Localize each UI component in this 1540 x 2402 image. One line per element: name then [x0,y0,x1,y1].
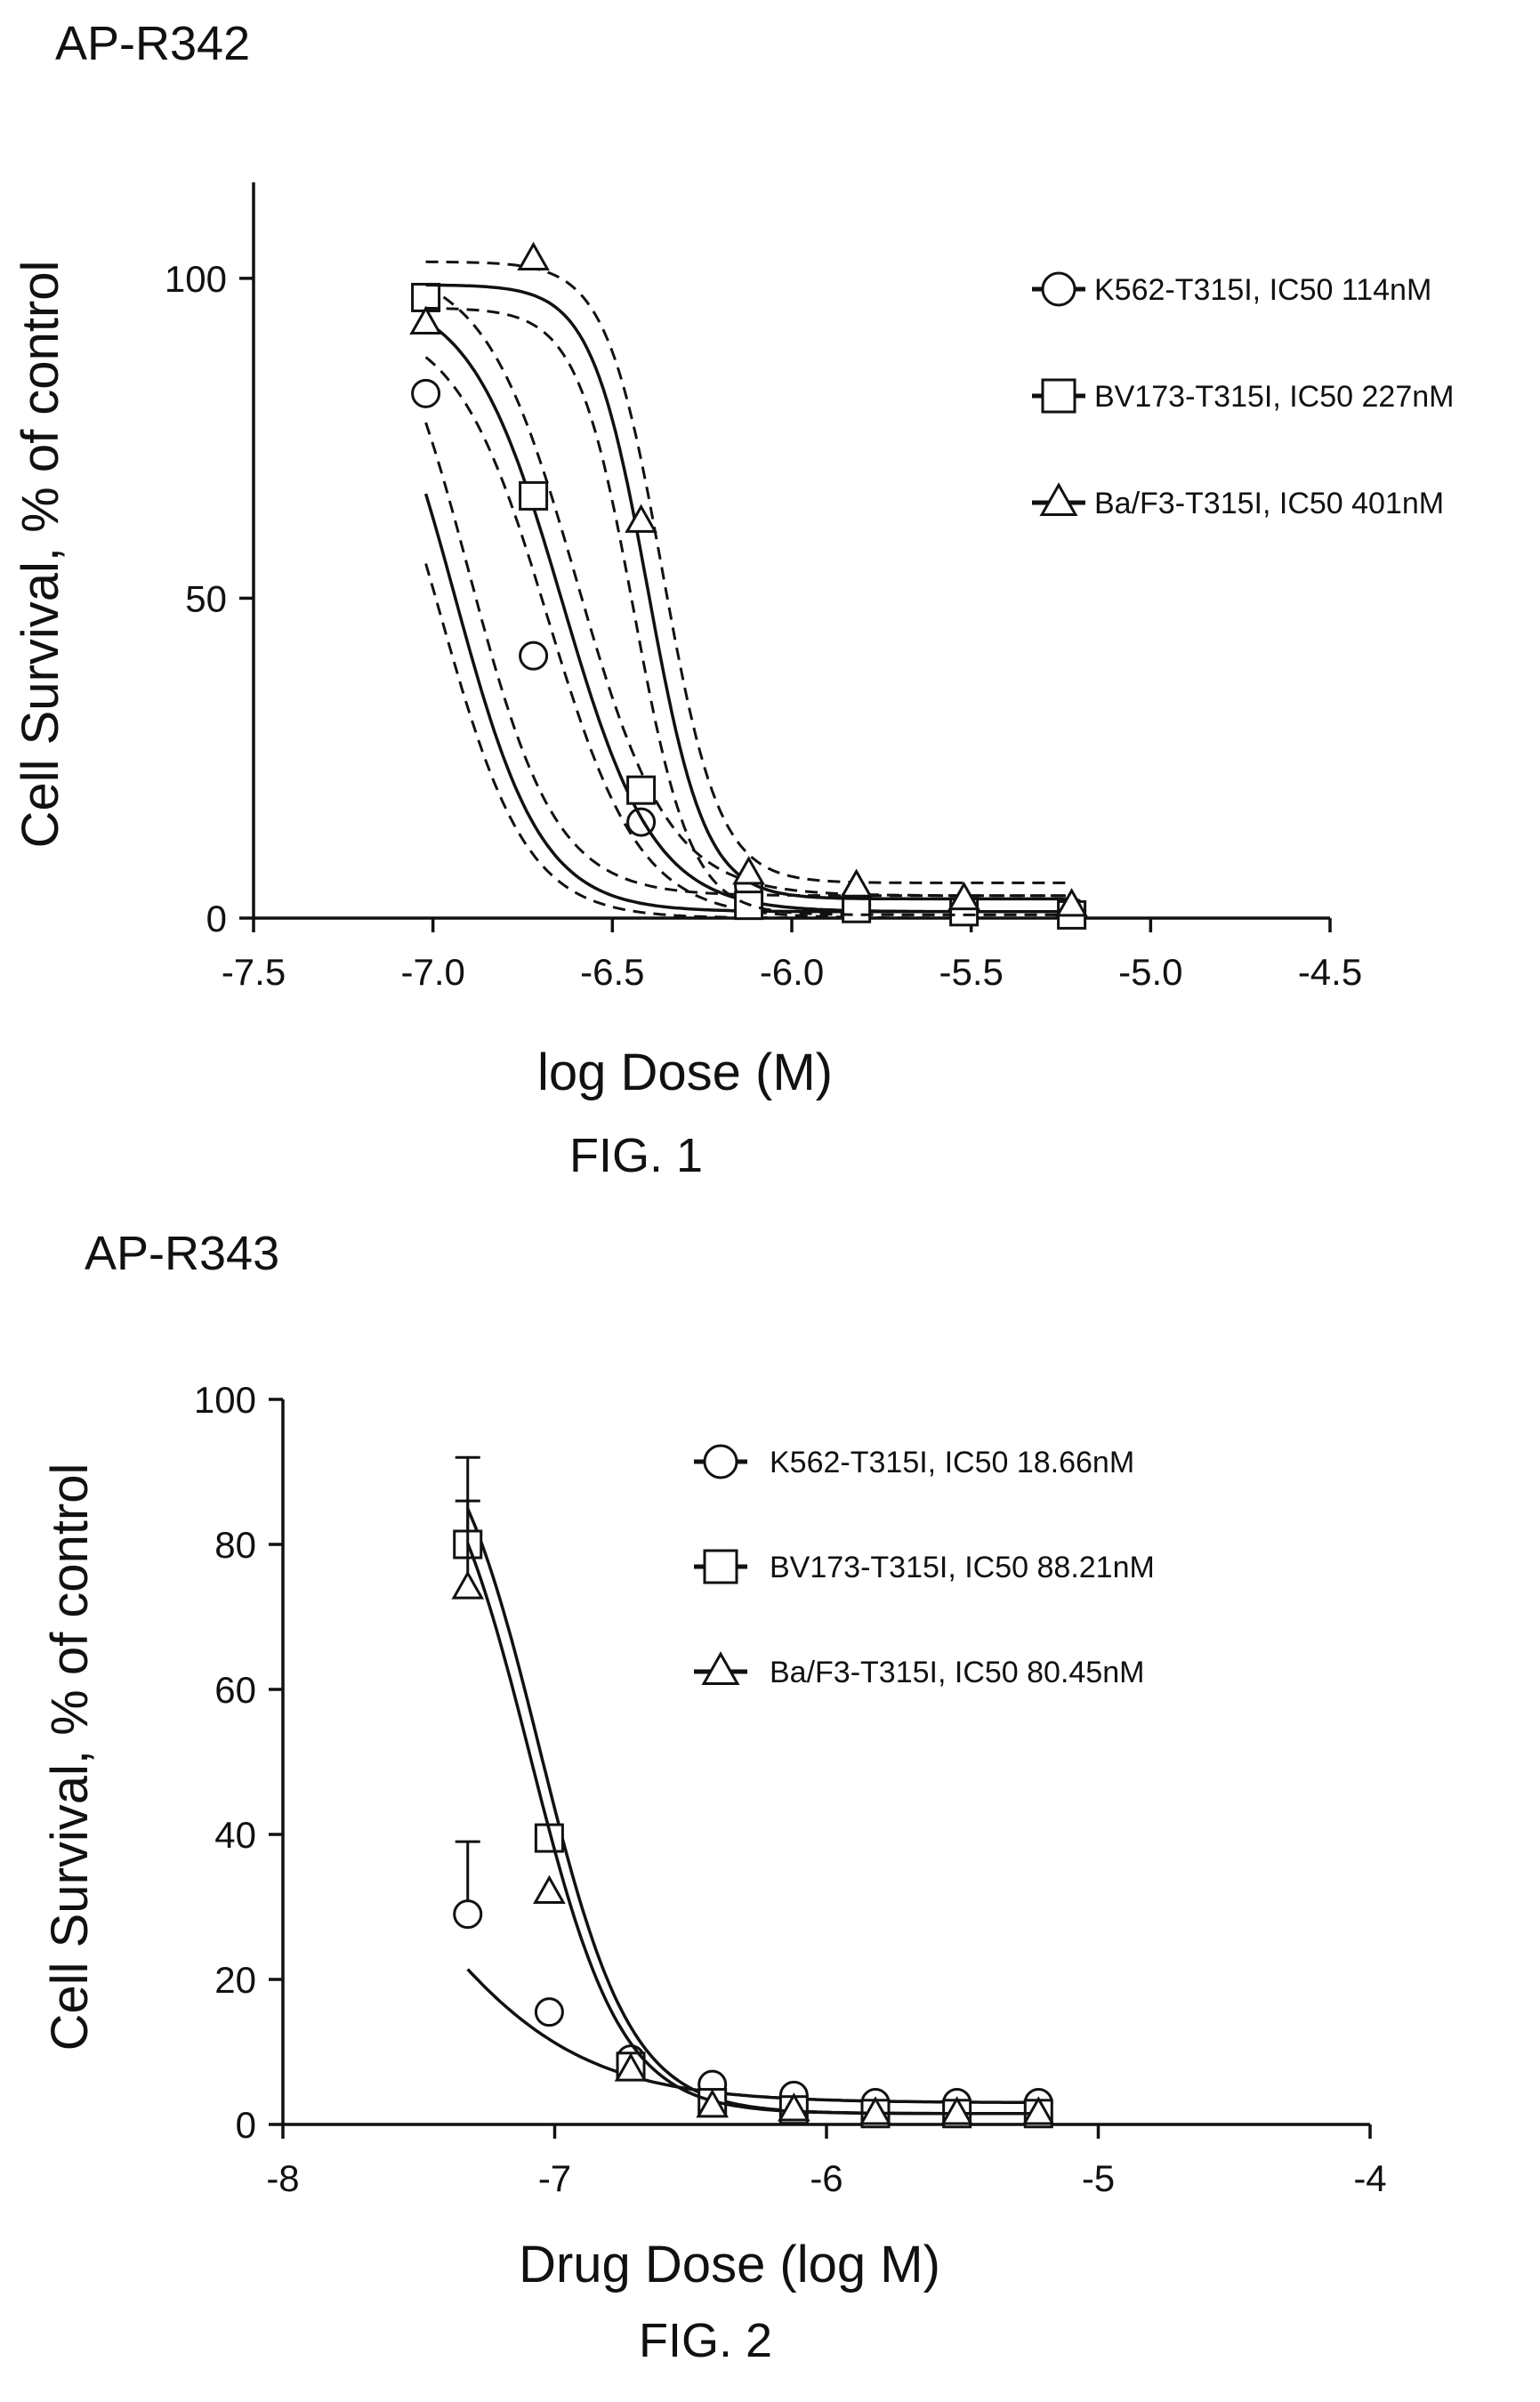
data-point-circle [519,641,549,671]
data-point-triangle [533,1874,566,1904]
x-axis-label: log Dose (M) [537,1044,833,1101]
x-tick-label: -6.0 [760,951,824,993]
data-point-circle [453,1899,483,1930]
x-tick-label: -6 [810,2157,843,2199]
y-tick-label: 100 [194,1379,256,1421]
data-point-triangle [859,2096,892,2125]
legend-label: K562-T315I, IC50 114nM [1094,273,1431,307]
y-tick-label: 100 [165,258,227,300]
legend-label: Ba/F3-T315I, IC50 401nM [1094,487,1444,520]
legend-marker-triangle [1039,482,1078,516]
y-axis-label: Cell Survival, % of control [12,261,69,849]
legend-entry-triangle: Ba/F3-T315I, IC50 401nM [1032,482,1444,520]
x-tick-label: -5.5 [939,951,1003,993]
chart-1: -7.5 -7.0 -6.5 -6.0 -5.5 -5.0 -4.5 0 50 100 log Do… [12,182,1454,1101]
fit-curve [424,319,1072,914]
data-point-square [626,775,657,805]
legend-marker-square [1041,378,1076,414]
data-point-triangle [840,868,873,898]
legend-entry-square: BV173-T315I, IC50 227nM [1032,378,1454,414]
series-circle [453,1840,1053,2118]
data-point-triangle [732,856,765,885]
y-tick-label: 60 [214,1669,256,1711]
x-tick-label: -4.5 [1298,951,1362,993]
series-square [411,282,1087,930]
y-tick-label: 40 [214,1814,256,1856]
chart-1-title: AP-R342 [55,17,251,70]
y-tick-label: 20 [214,1959,256,2001]
confidence-band-line [424,356,1072,920]
legend-marker-square [703,1549,738,1584]
data-point-triangle [409,305,442,335]
data-point-triangle [778,2092,810,2122]
series-triangle [451,1499,1055,2125]
chart-2: -8 -7 -6 -5 -4 0 20 40 60 80 100 Drug Dose (log M) C… [41,1379,1387,2293]
data-point-circle [534,1997,564,2027]
legend-label: BV173-T315I, IC50 88.21nM [770,1551,1155,1584]
data-point-square [519,480,549,511]
data-point-triangle [517,241,550,271]
x-tick-label: -4 [1353,2157,1386,2199]
data-point-triangle [451,1570,485,1600]
data-point-triangle [1021,2096,1055,2125]
y-tick-label: 0 [236,2104,256,2146]
data-point-triangle [1055,888,1088,917]
legend-label: Ba/F3-T315I, IC50 80.45nM [770,1656,1144,1689]
fit-curve [466,1543,1039,2116]
legend-marker-circle [1041,271,1076,307]
y-tick-label: 50 [185,577,227,619]
x-tick-label: -7.5 [222,951,286,993]
x-tick-label: -6.5 [580,951,644,993]
confidence-band-line [425,260,1072,884]
fit-curve [423,493,1072,914]
y-tick-label: 80 [214,1524,256,1566]
y-axis-label: Cell Survival, % of control [41,1463,99,2051]
figure-2-caption: FIG. 2 [638,2314,773,2367]
legend-entry-circle: K562-T315I, IC50 114nM [1032,271,1431,307]
figure-1-caption: FIG. 1 [568,1129,704,1182]
chart-2-title: AP-R343 [85,1227,280,1280]
legend-entry-circle: K562-T315I, IC50 18.66nM [694,1444,1134,1479]
data-point-triangle [947,881,980,911]
series-triangle [409,241,1088,917]
legend-marker-circle [703,1444,738,1479]
confidence-band-line [425,306,1072,916]
legend-entry-triangle: Ba/F3-T315I, IC50 80.45nM [694,1651,1144,1689]
data-point-triangle [696,2089,730,2118]
x-tick-label: -5.0 [1118,951,1182,993]
x-axis-label: Drug Dose (log M) [519,2236,940,2293]
series-circle [411,378,1087,927]
fit-curve [466,1968,1039,2105]
fit-curve [425,283,1072,901]
data-point-triangle [625,504,657,533]
legend-label: BV173-T315I, IC50 227nM [1094,380,1454,414]
x-tick-label: -7 [538,2157,571,2199]
x-tick-label: -7.0 [400,951,464,993]
legend-marker-triangle [701,1651,740,1685]
data-point-triangle [940,2096,973,2125]
legend-label: K562-T315I, IC50 18.66nM [770,1446,1134,1479]
data-point-circle [411,378,441,408]
x-tick-label: -8 [266,2157,299,2199]
data-point-triangle [614,2052,648,2082]
y-tick-label: 0 [206,898,227,939]
x-tick-label: -5 [1082,2157,1115,2199]
legend-entry-square: BV173-T315I, IC50 88.21nM [694,1549,1155,1584]
